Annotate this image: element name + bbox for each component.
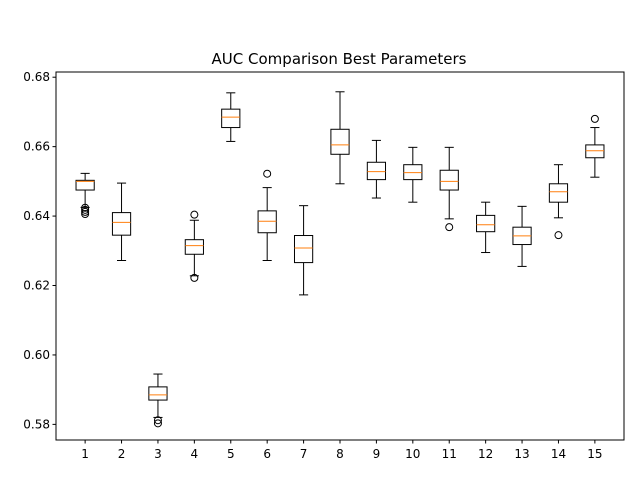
flier-point [190,210,199,219]
box [403,164,423,181]
flier-point [590,114,599,123]
x-tick-label: 4 [191,447,199,461]
x-tick-label: 3 [154,447,162,461]
box [366,161,387,181]
flier-point [81,209,90,218]
plot-area: 0.580.600.620.640.660.681 2 3 4 5 6 7 8 9 10 11 12 1… [23,70,605,461]
y-tick-label: 0.64 [23,209,50,223]
x-tick-label: 6 [263,447,271,461]
box [148,386,168,401]
box [75,179,95,191]
y-tick-label: 0.62 [23,279,50,293]
y-tick-label: 0.68 [23,70,50,84]
x-tick-label: 8 [336,447,344,461]
flier-point [81,205,90,214]
box [184,239,204,255]
x-tick-label: 11 [442,447,457,461]
box [221,108,241,129]
x-tick-label: 5 [227,447,235,461]
x-tick-label: 13 [514,447,529,461]
chart-title: AUC Comparison Best Parameters [212,50,467,68]
x-tick-label: 1 [81,447,89,461]
x-tick-label: 9 [373,447,381,461]
flier-point [190,273,199,282]
x-tick-label: 2 [118,447,126,461]
box [257,210,277,234]
flier-point [554,231,563,240]
y-tick-label: 0.60 [23,348,50,362]
box [111,212,132,236]
box [293,235,314,264]
axes-frame [55,71,625,441]
box [476,214,496,233]
y-tick-label: 0.66 [23,140,50,154]
flier-point [153,419,162,428]
x-tick-label: 10 [405,447,420,461]
flier-point [445,223,454,232]
flier-point [153,416,162,425]
box [439,169,459,191]
box [548,183,569,203]
y-tick-label: 0.58 [23,417,50,431]
flier-point [81,207,90,216]
x-tick-label: 7 [300,447,308,461]
box [585,144,605,159]
x-tick-label: 15 [587,447,602,461]
x-tick-label: 12 [478,447,493,461]
box [330,128,350,155]
flier-point [263,169,272,178]
x-tick-label: 14 [551,447,566,461]
flier-point [81,203,90,212]
